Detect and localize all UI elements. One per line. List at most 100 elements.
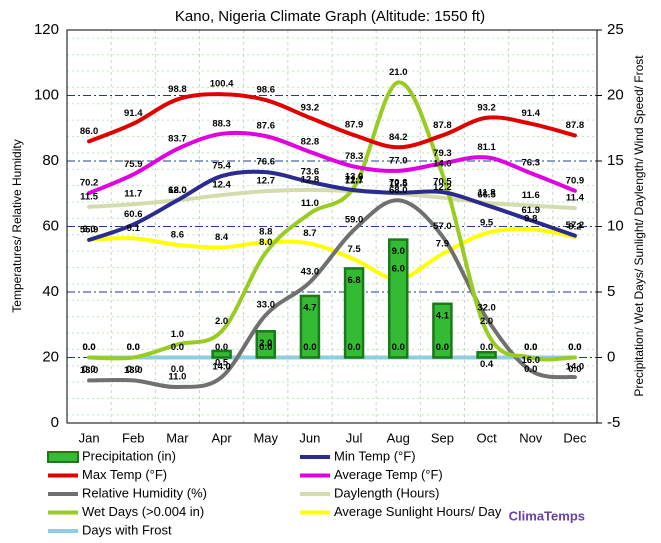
data-label: 0.0 (303, 342, 316, 353)
data-label: 87.8 (566, 120, 585, 131)
chart-title: Kano, Nigeria Climate Graph (Altitude: 1… (175, 8, 485, 25)
data-label: 0.0 (347, 342, 360, 353)
y2-axis-title: Precipitation/ Wet Days/ Sunlight/ Dayle… (632, 55, 646, 397)
data-label: 8.0 (259, 237, 272, 248)
y2-tick-label: 0 (607, 348, 615, 365)
y-tick-label: 40 (42, 283, 59, 300)
x-tick-label: Mar (166, 430, 189, 445)
data-label: 12.8 (301, 174, 320, 185)
data-label: 0.0 (392, 342, 405, 353)
data-label: 98.8 (168, 84, 187, 95)
data-label: 0.0 (171, 342, 184, 353)
series-line (87, 198, 577, 389)
data-label: 91.4 (522, 108, 541, 119)
data-label: 1.0 (171, 329, 184, 340)
x-tick-label: Jun (299, 430, 320, 445)
data-label: 8.7 (303, 228, 316, 239)
data-label: 83.7 (168, 133, 187, 144)
data-label: 13.0 (80, 365, 99, 376)
data-label: 0.0 (171, 364, 184, 375)
data-label: 0.0 (480, 342, 493, 353)
data-label: 11.7 (124, 189, 142, 200)
y2-tick-label: 10 (607, 217, 624, 234)
data-label: 16.0 (522, 355, 541, 366)
data-label: 11.6 (522, 190, 540, 201)
data-label: 2.0 (215, 316, 228, 327)
data-label: 77.0 (389, 155, 408, 166)
y-tick-label: 80 (42, 152, 59, 169)
x-tick-label: May (253, 430, 278, 445)
data-label: 4.1 (436, 310, 450, 321)
brand: ClimaTemps (509, 508, 585, 523)
data-label: 43.0 (301, 267, 320, 278)
x-tick-label: Jan (79, 430, 100, 445)
data-label: 0.0 (127, 342, 140, 353)
data-label: 32.0 (477, 303, 496, 314)
data-label: 14.0 (566, 362, 585, 373)
data-label: 8.4 (215, 232, 229, 243)
bar (299, 294, 321, 359)
bar (255, 330, 276, 359)
x-tick-label: Aug (387, 430, 410, 445)
data-label: 0.0 (82, 342, 95, 353)
data-label: 0.0 (524, 342, 537, 353)
data-label: 11.4 (566, 193, 585, 204)
data-label: 68.0 (389, 185, 408, 196)
data-label: 68.0 (168, 185, 187, 196)
data-label: 11.8 (478, 187, 496, 198)
x-tick-label: Jul (346, 430, 363, 445)
series-line (87, 226, 577, 281)
data-label: 61.9 (522, 205, 541, 216)
bar (211, 349, 232, 359)
data-label: 55.9 (80, 224, 99, 235)
data-label: 60.6 (124, 209, 143, 220)
data-label: 11.0 (168, 371, 186, 382)
data-label: 93.2 (301, 102, 320, 113)
data-label: 0.0 (127, 342, 140, 353)
y2-tick-label: 20 (607, 86, 624, 103)
data-label: 0.0 (215, 342, 228, 353)
y-tick-label: 60 (42, 217, 59, 234)
bar (432, 302, 453, 359)
data-label: 59.0 (345, 214, 364, 225)
y2-tick-label: 25 (607, 21, 624, 38)
data-label: 6.0 (392, 263, 405, 274)
data-label: 70.2 (80, 178, 99, 189)
data-label: 0.4 (480, 359, 494, 370)
legend-label: Precipitation (in) (82, 448, 176, 463)
data-label: 57.0 (433, 221, 452, 232)
data-label: 9.1 (127, 223, 141, 234)
data-label: 73.6 (301, 166, 320, 177)
y-axis-title: Temperatures/ Relative Humidity (10, 139, 24, 312)
data-label: 100.4 (210, 79, 234, 90)
data-label: 12.4 (212, 180, 231, 191)
bar (343, 267, 365, 359)
y2-tick-label: 5 (607, 283, 615, 300)
data-label: 98.6 (257, 85, 276, 96)
data-label: 75.4 (212, 161, 231, 172)
data-label: 0.0 (524, 342, 537, 353)
legend-label: Average Sunlight Hours/ Day (334, 504, 502, 519)
x-tick-label: Sep (431, 430, 454, 445)
data-label: 14.0 (433, 159, 452, 170)
y-tick-label: 20 (42, 348, 59, 365)
data-label: 13.0 (124, 365, 143, 376)
data-label: 57.2 (566, 220, 585, 231)
data-label: 76.3 (522, 158, 541, 169)
data-label: 0.0 (436, 342, 449, 353)
x-tick-label: Dec (563, 430, 587, 445)
data-label: 9.8 (524, 214, 537, 225)
legend-label: Min Temp (°F) (334, 448, 416, 463)
data-label: 33.0 (257, 299, 276, 310)
y-tick-label: 0 (51, 414, 59, 431)
data-label: 12.7 (257, 176, 276, 187)
series-line (87, 130, 577, 196)
data-label: 11.0 (301, 198, 319, 209)
y2-tick-label: -5 (607, 414, 620, 431)
data-label: 4.7 (303, 302, 316, 313)
data-label: 91.4 (124, 108, 143, 119)
data-label: 0.0 (127, 364, 140, 375)
data-label: 79.3 (433, 148, 452, 159)
plot-frame (66, 29, 598, 424)
